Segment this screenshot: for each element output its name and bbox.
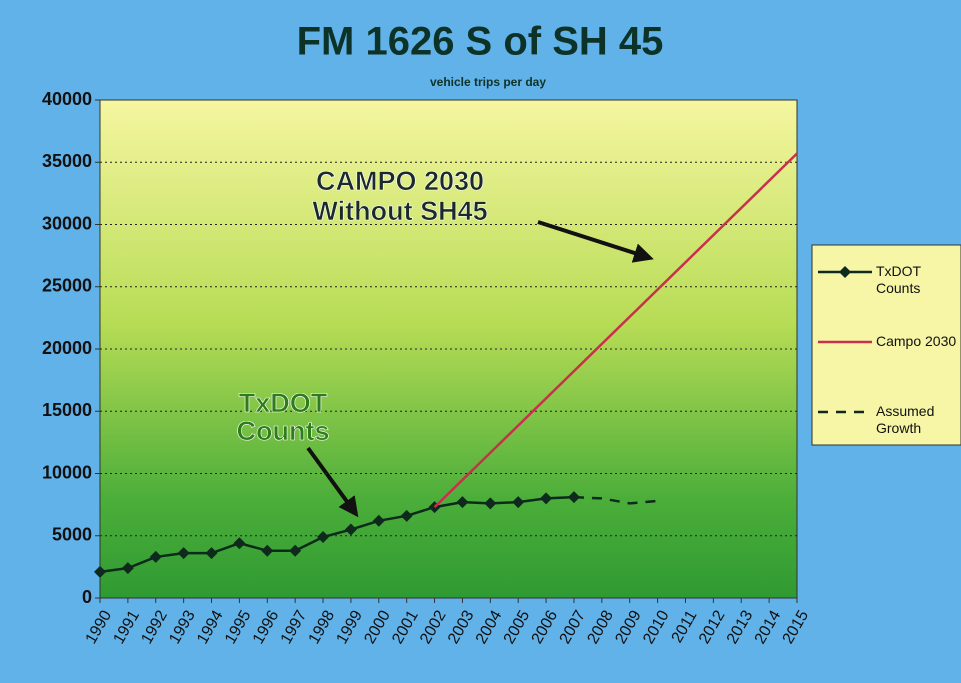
marker	[400, 509, 413, 522]
marker	[261, 544, 274, 557]
annotation: Counts	[237, 416, 330, 446]
annotation: TxDOT	[239, 388, 328, 418]
y-tick-label: 35000	[42, 151, 92, 171]
marker	[317, 530, 330, 543]
marker	[512, 496, 525, 509]
marker	[233, 537, 246, 550]
chart-subtitle: vehicle trips per day	[430, 75, 546, 89]
marker	[94, 565, 106, 578]
line	[433, 152, 798, 509]
arrow	[306, 446, 359, 518]
y-tick-label: 10000	[42, 462, 92, 482]
legend-label: Assumed Growth	[876, 403, 935, 436]
marker	[540, 492, 553, 505]
marker	[177, 547, 190, 560]
legend-label: TxDOT Counts	[876, 263, 921, 296]
annotation: CAMPO 2030	[316, 166, 484, 196]
y-tick-label: 0	[82, 587, 92, 607]
marker	[344, 523, 357, 536]
chart-title: FM 1626 S of SH 45	[297, 20, 664, 64]
y-tick-label: 30000	[42, 213, 92, 233]
y-tick-label: 25000	[42, 276, 92, 296]
marker	[149, 550, 162, 563]
marker	[121, 562, 134, 575]
marker	[456, 496, 469, 509]
legend-marker	[839, 266, 851, 278]
line	[573, 495, 658, 505]
legend-label: Campo 2030	[876, 333, 957, 349]
marker	[372, 514, 385, 527]
annotation: Without SH45	[312, 196, 487, 226]
arrow	[537, 220, 654, 263]
y-tick-label: 40000	[42, 89, 92, 109]
marker	[205, 547, 218, 560]
y-tick-label: 5000	[52, 525, 92, 545]
y-tick-label: 15000	[42, 400, 92, 420]
y-tick-label: 20000	[42, 338, 92, 358]
marker	[289, 544, 302, 557]
marker	[484, 497, 497, 510]
